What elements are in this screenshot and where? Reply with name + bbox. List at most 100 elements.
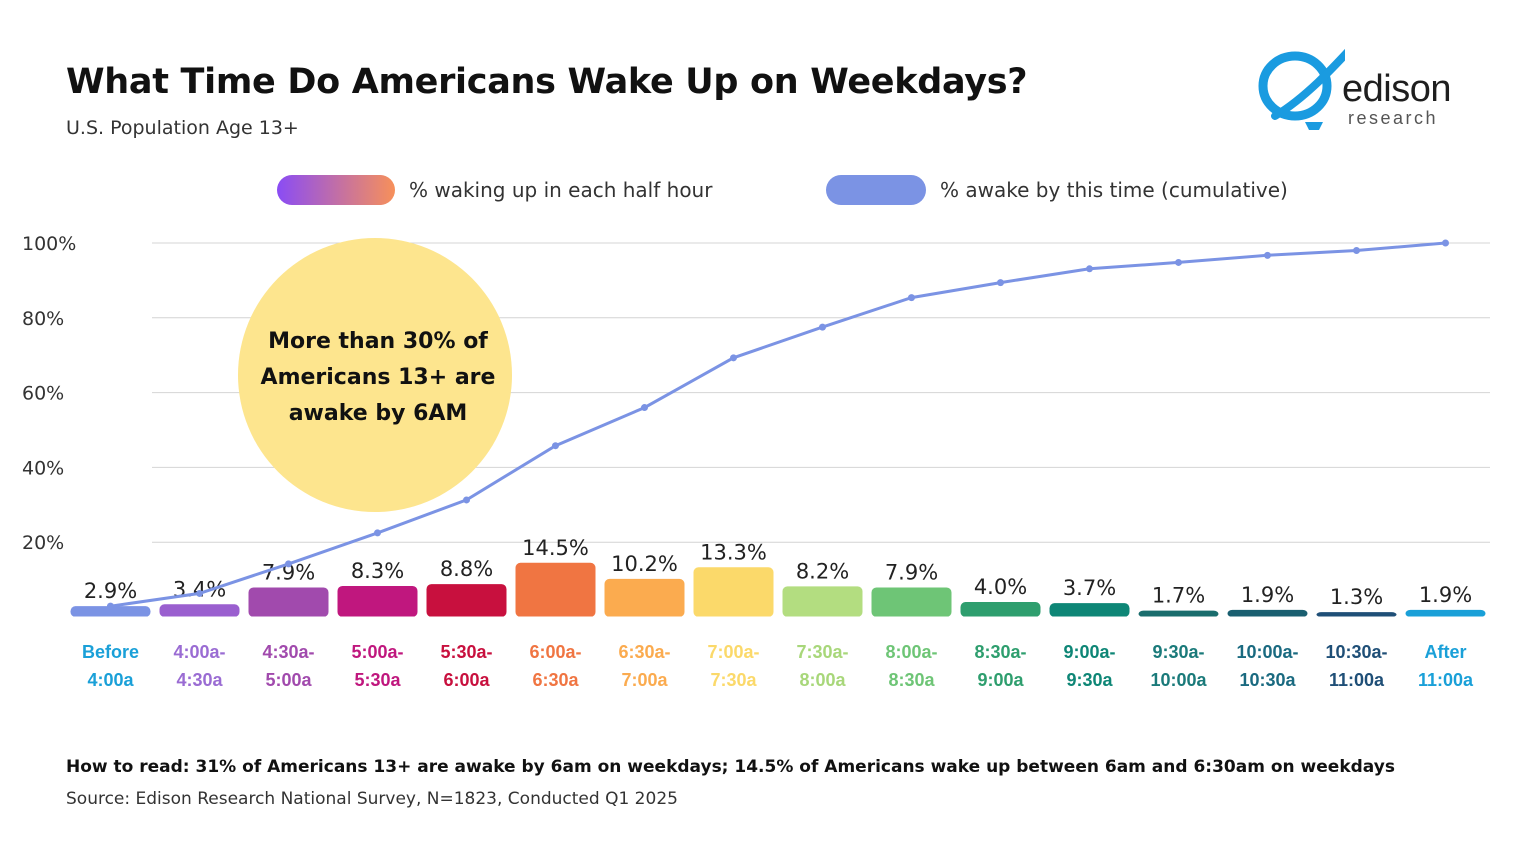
cumulative-point: [908, 294, 915, 302]
callout-circle: [238, 238, 512, 512]
legend-label-cumulative: % awake by this time (cumulative): [940, 178, 1288, 202]
edison-research-logo: edison research: [1255, 38, 1495, 138]
x-tick-label: 7:30a-: [796, 642, 848, 662]
x-tick-label: 8:30a: [888, 670, 935, 690]
x-tick-label: 7:30a: [710, 670, 757, 690]
x-tick-label: 5:00a: [265, 670, 312, 690]
cumulative-point: [552, 442, 559, 450]
bar: [1049, 603, 1130, 617]
x-tick-label: Before: [82, 642, 139, 662]
y-tick-label: 60%: [22, 383, 64, 405]
y-tick-label: 20%: [22, 532, 64, 554]
callout-text: Americans 13+ are: [261, 365, 496, 390]
x-tick-label: 4:30a: [176, 670, 223, 690]
bar: [782, 586, 863, 617]
bar-value-label: 1.9%: [1419, 583, 1472, 607]
bar-value-label: 4.0%: [974, 575, 1027, 599]
logo-wordmark: edison: [1342, 68, 1451, 110]
cumulative-point: [196, 589, 203, 597]
x-tick-label: 11:00a: [1418, 670, 1474, 690]
bar-value-label: 13.3%: [700, 540, 767, 564]
wake-up-chart: 20% 40% 60% 80% 100% More than 30% of American…: [22, 233, 1490, 690]
x-tick-label: 5:30a: [354, 670, 401, 690]
bar: [248, 587, 329, 617]
how-to-read-note: How to read: 31% of Americans 13+ are aw…: [66, 757, 1395, 777]
bar-value-label: 8.3%: [351, 559, 404, 583]
cumulative-point: [374, 529, 381, 537]
cumulative-point: [285, 560, 292, 568]
cumulative-point: [997, 279, 1004, 287]
bar-value-label: 1.7%: [1152, 584, 1205, 608]
bar-value-label: 7.9%: [885, 560, 938, 584]
x-tick-label: 6:30a-: [618, 642, 670, 662]
source-note: Source: Edison Research National Survey,…: [66, 789, 678, 809]
bar: [1316, 612, 1397, 617]
x-tick-label: 4:30a-: [262, 642, 314, 662]
legend-swatch-cumulative: [826, 175, 926, 205]
bar: [159, 604, 240, 617]
legend-label-half-hour: % waking up in each half hour: [409, 178, 713, 202]
cumulative-point: [107, 602, 114, 610]
y-tick-label: 40%: [22, 457, 64, 479]
x-tick-label: 8:00a: [799, 670, 846, 690]
cumulative-point: [730, 354, 737, 362]
bar: [693, 567, 774, 617]
x-tick-label: 6:00a-: [529, 642, 581, 662]
callout-text: awake by 6AM: [289, 401, 468, 426]
bar: [1227, 609, 1308, 617]
bar: [871, 587, 952, 617]
x-tick-label: 8:30a-: [974, 642, 1026, 662]
bar-value-label: 14.5%: [522, 536, 589, 560]
cumulative-line: [110, 241, 1446, 608]
y-tick-label: 100%: [22, 233, 76, 255]
bar-value-label: 3.7%: [1063, 576, 1116, 600]
x-tick-label: After: [1424, 642, 1466, 662]
bar: [604, 578, 685, 617]
legend-item-cumulative: % awake by this time (cumulative): [826, 173, 1288, 207]
x-tick-label: 6:30a: [532, 670, 579, 690]
bar: [960, 602, 1041, 617]
callout-text: More than 30% of: [268, 329, 488, 354]
cumulative-point: [1175, 258, 1182, 266]
cumulative-point: [1442, 239, 1449, 247]
cumulative-point: [641, 404, 648, 412]
bar-value-label: 1.9%: [1241, 583, 1294, 607]
bar-value-label: 3.4%: [173, 577, 226, 601]
cumulative-point: [1086, 265, 1093, 273]
x-tick-label: 9:00a: [977, 670, 1024, 690]
x-tick-label: 5:00a-: [351, 642, 403, 662]
page-title: What Time Do Americans Wake Up on Weekda…: [66, 62, 1028, 102]
x-tick-label: 4:00a-: [173, 642, 225, 662]
x-tick-label: 11:00a: [1329, 670, 1385, 690]
cumulative-point: [1264, 251, 1271, 259]
bar: [337, 585, 418, 617]
x-tick-label: 10:00a: [1150, 670, 1207, 690]
legend-swatch-gradient: [277, 175, 395, 205]
bar: [426, 584, 507, 617]
x-tick-label: 7:00a: [621, 670, 668, 690]
x-tick-label: 7:00a-: [707, 642, 759, 662]
bar-value-label: 2.9%: [84, 579, 137, 603]
x-tick-label: 9:00a-: [1063, 642, 1115, 662]
x-tick-label: 9:30a: [1066, 670, 1113, 690]
edison-orbit-icon: [1258, 48, 1345, 130]
legend-item-half-hour: % waking up in each half hour: [277, 173, 712, 207]
bar: [515, 562, 596, 617]
cumulative-point: [1353, 246, 1360, 254]
bar-value-label: 10.2%: [611, 552, 678, 576]
bar: [70, 606, 151, 617]
bar: [1405, 609, 1486, 617]
page-subtitle: U.S. Population Age 13+: [66, 117, 299, 139]
logo-subtext: research: [1348, 108, 1439, 128]
x-tick-label: 5:30a-: [440, 642, 492, 662]
x-tick-label: 10:30a: [1239, 670, 1296, 690]
y-tick-label: 80%: [22, 308, 64, 330]
bar-value-label: 8.2%: [796, 559, 849, 583]
bar-value-label: 8.8%: [440, 557, 493, 581]
cumulative-point: [463, 496, 470, 504]
x-tick-label: 9:30a-: [1152, 642, 1204, 662]
x-tick-label: 10:00a-: [1236, 642, 1298, 662]
bar-value-label: 1.3%: [1330, 585, 1383, 609]
x-tick-label: 8:00a-: [885, 642, 937, 662]
bar: [1138, 610, 1219, 617]
